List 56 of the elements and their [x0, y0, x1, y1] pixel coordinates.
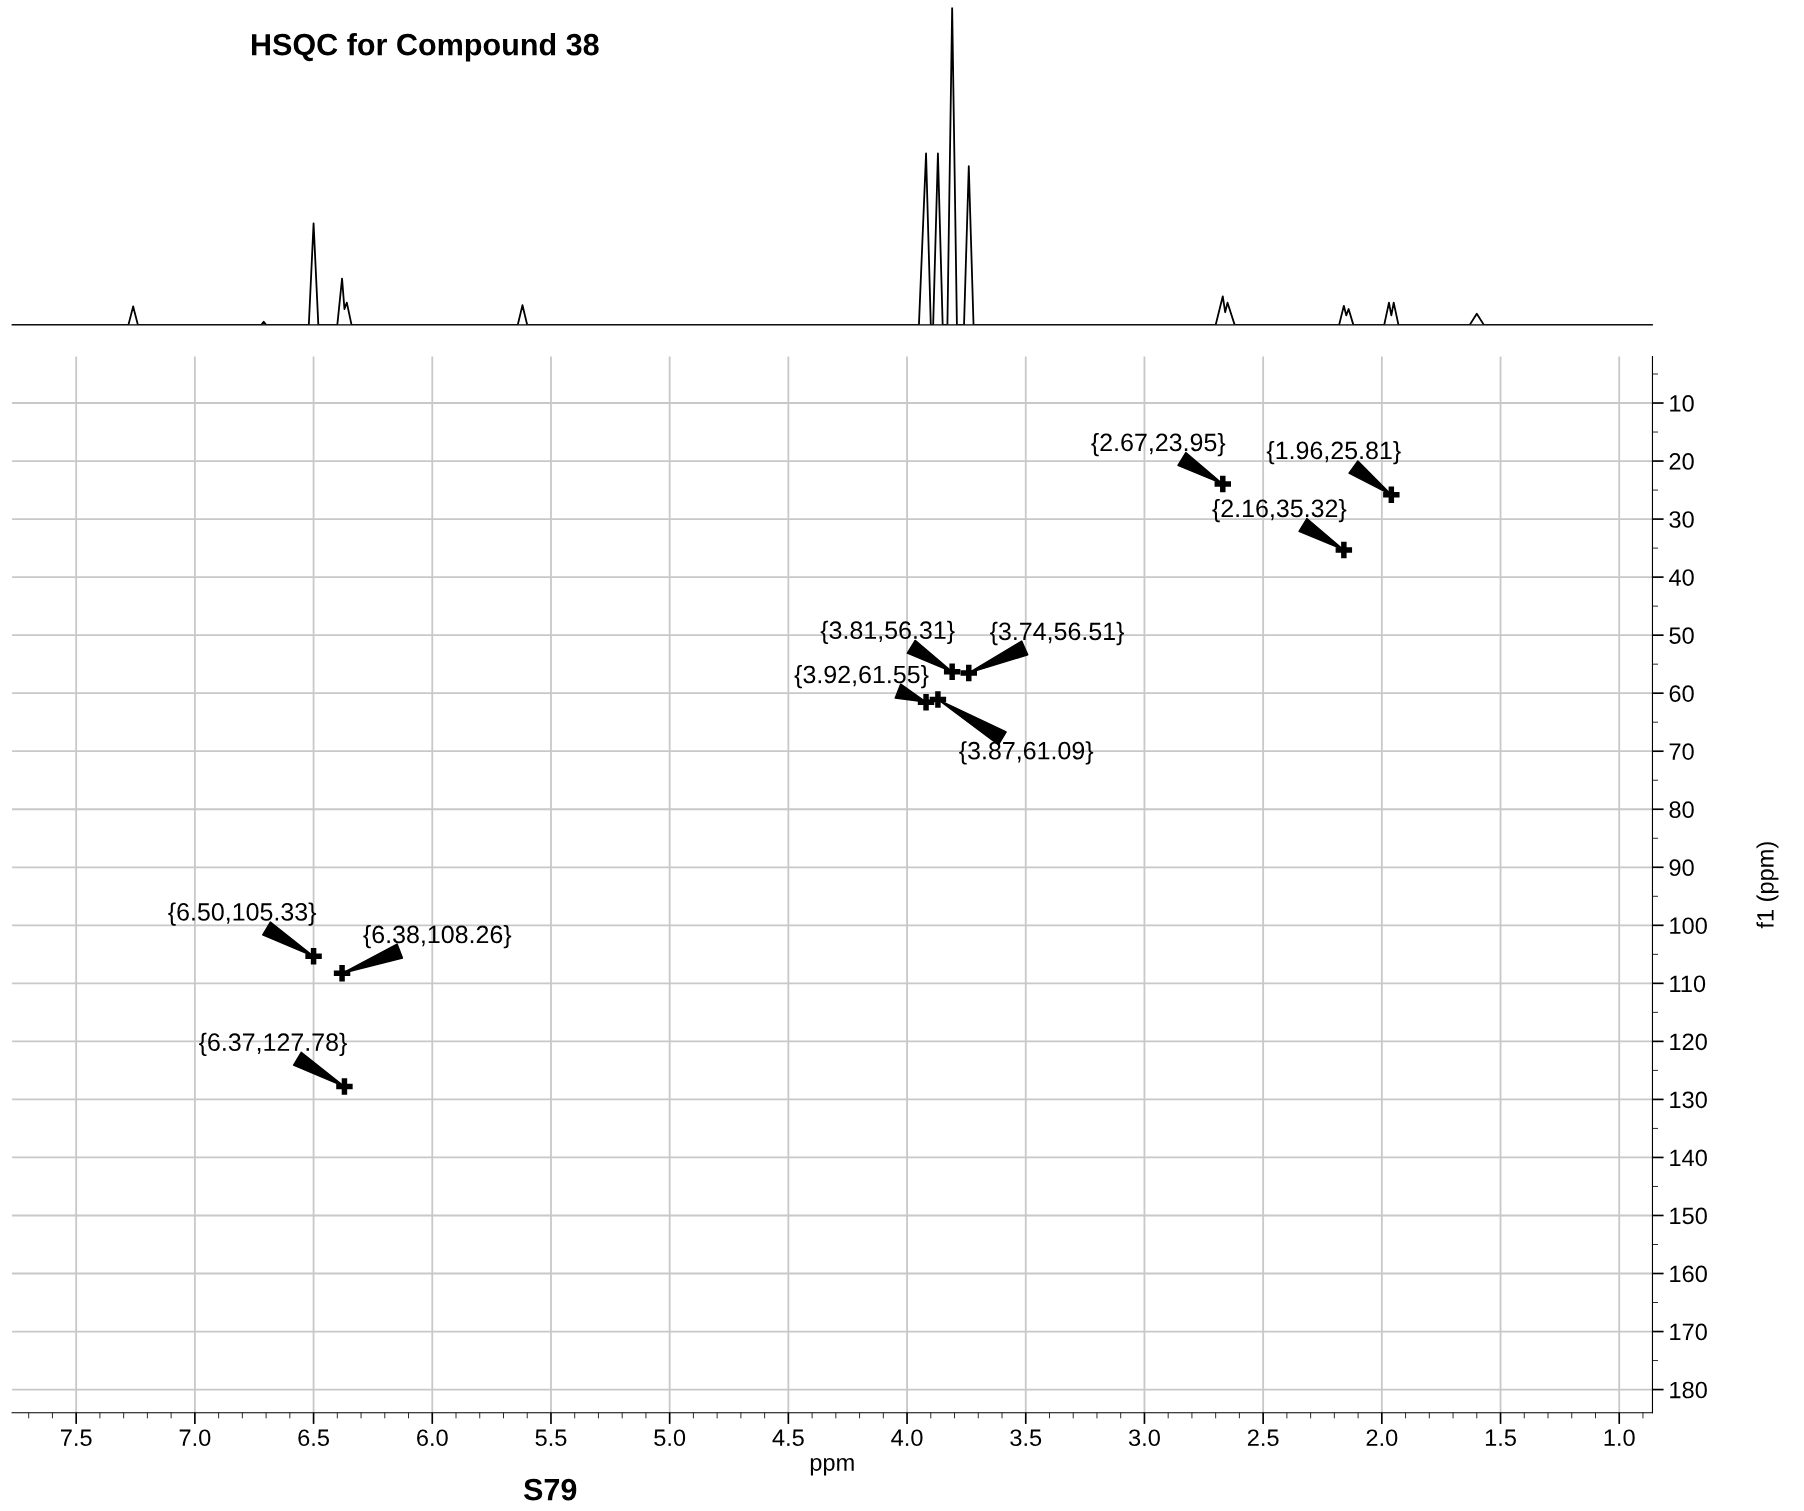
y-tick-label: 70 — [1669, 743, 1694, 760]
point — [333, 965, 351, 982]
point — [917, 693, 935, 711]
x-tick-label: 5.5 — [535, 1429, 567, 1447]
y-tick-label: 80 — [1669, 801, 1694, 819]
point — [305, 948, 322, 965]
point — [1214, 475, 1231, 493]
text: S79 — [523, 1478, 577, 1501]
x-axis-title: ppm — [810, 1457, 854, 1476]
x-tick-label: 3.0 — [1128, 1429, 1160, 1447]
x-tick-label: 7.0 — [179, 1429, 211, 1447]
y-tick-label: 10 — [1670, 395, 1694, 412]
y-tick-label: 40 — [1668, 569, 1694, 586]
point — [943, 663, 961, 680]
y-tick-label: 140 — [1670, 1149, 1707, 1167]
annotation: {6.37,127.78} — [199, 1032, 347, 1056]
annotation: {3.87,61.09} — [959, 741, 1094, 765]
y-tick-label: 160 — [1670, 1265, 1707, 1283]
annotation: {1.96,25.81} — [1266, 440, 1401, 465]
y-tick-label: 20 — [1669, 453, 1694, 470]
y-tick-label: 120 — [1670, 1033, 1707, 1051]
x-tick-label: 6.0 — [417, 1429, 448, 1447]
y-tick-label: 170 — [1670, 1323, 1707, 1341]
annotation: {2.67,23.95} — [1091, 432, 1226, 457]
point — [960, 664, 977, 682]
annotation: {3.81,56.31} — [820, 620, 955, 644]
annotation: {6.38,108.26} — [363, 924, 512, 949]
x-tick-label: 1.5 — [1485, 1429, 1516, 1447]
x-tick-label: 2.5 — [1247, 1429, 1279, 1447]
x-tick-label: 2.0 — [1366, 1429, 1398, 1447]
point — [336, 1078, 353, 1095]
y-axis-title: f1 (ppm) — [1756, 842, 1779, 929]
x-tick-label: 5.0 — [654, 1429, 686, 1447]
x-tick-label: 4.5 — [772, 1429, 804, 1447]
y-tick-label: 150 — [1670, 1207, 1707, 1225]
annotation: {2.16,35.32} — [1212, 498, 1347, 523]
point — [1335, 541, 1353, 559]
text: HSQC for Compound 38 — [251, 33, 599, 62]
x-tick-label: 1.0 — [1604, 1429, 1635, 1447]
y-tick-label: 60 — [1669, 685, 1694, 702]
annotation: {3.92,61.55} — [794, 664, 929, 689]
point — [1383, 486, 1400, 503]
x-tick-label: 4.0 — [891, 1429, 923, 1447]
point — [929, 691, 947, 708]
x-tick-label: 6.5 — [298, 1429, 329, 1447]
y-tick-label: 110 — [1670, 975, 1706, 993]
x-tick-label: 3.5 — [1010, 1429, 1042, 1447]
y-tick-label: 100 — [1670, 917, 1707, 935]
x-tick-label: 7.5 — [60, 1429, 92, 1447]
y-tick-label: 130 — [1670, 1091, 1707, 1109]
y-tick-label: 30 — [1669, 511, 1694, 528]
y-tick-label: 90 — [1669, 859, 1694, 877]
annotation: {6.50,105.33} — [168, 902, 317, 926]
annotation: {3.74,56.51} — [990, 621, 1125, 646]
y-tick-label: 180 — [1670, 1381, 1707, 1399]
y-tick-label: 50 — [1669, 627, 1694, 644]
